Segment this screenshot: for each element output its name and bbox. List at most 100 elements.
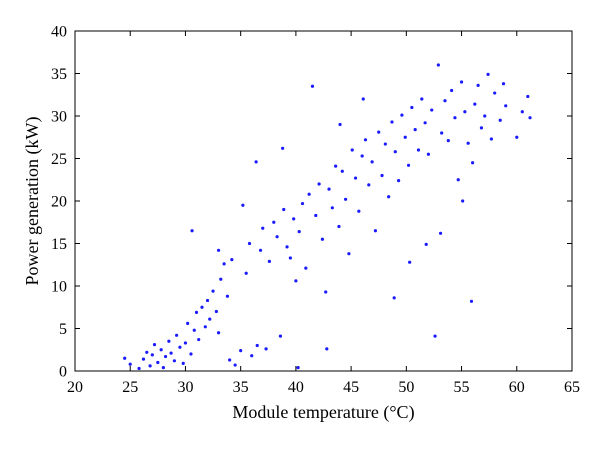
data-point [483,114,487,118]
data-point [433,334,437,338]
data-point [436,63,440,67]
data-point [387,195,391,199]
ticks-layer: 20 25 30 35 40 45 50 55 60 65 0 5 10 15 20 25 30 35 40 [51,24,580,397]
data-point [282,207,286,212]
data-point [469,299,474,303]
data-point [515,135,519,139]
data-point [137,366,141,371]
data-point [192,328,196,332]
data-point [383,142,387,146]
data-point [504,104,508,108]
data-point [175,333,179,337]
data-point [141,357,146,361]
data-point [377,130,381,134]
data-point [123,356,127,360]
x-axis-label: Module temperature (°C) [232,402,414,423]
data-point [288,256,292,260]
data-point [373,229,378,233]
data-point [161,366,165,370]
data-point [314,213,318,218]
data-point [324,290,328,294]
data-point [239,349,243,353]
data-point [230,258,234,262]
data-point [167,339,171,343]
data-point [228,358,232,362]
data-point [281,146,285,150]
data-point [190,229,194,233]
data-point [430,108,434,112]
data-point [205,298,210,303]
x-tick-label: 20 [67,379,83,396]
data-point [275,235,279,239]
data-point [216,331,221,335]
data-point [473,102,477,106]
data-point [272,220,276,224]
data-point [360,154,364,158]
data-point [159,348,163,352]
data-point [520,110,524,114]
data-point [416,148,421,152]
data-point [463,110,467,114]
data-point [426,152,431,156]
data-point [440,131,444,135]
data-point [476,83,480,87]
data-point [244,271,248,275]
data-point [216,248,221,252]
data-point [438,231,443,235]
data-point [450,88,454,93]
data-point [466,141,470,145]
y-tick-label: 35 [51,66,67,83]
y-tick-label: 0 [59,364,67,381]
x-tick-label: 65 [564,379,580,396]
data-point [128,362,132,366]
data-point [267,259,271,263]
data-point [459,80,464,84]
data-point [214,309,218,314]
data-point [211,289,215,293]
points-layer [123,63,532,371]
data-point [264,347,268,351]
data-point [296,366,300,370]
x-tick-label: 55 [454,379,470,396]
data-point [363,138,368,142]
data-point [148,364,152,368]
y-tick-label: 25 [51,151,67,168]
data-point [406,163,411,167]
data-point [479,126,484,130]
y-tick-label: 15 [51,236,67,253]
data-point [208,317,212,321]
data-point [152,343,157,347]
data-point [163,354,168,359]
data-point [410,105,414,110]
data-point [501,82,506,86]
data-point [169,351,173,355]
data-point [370,160,374,164]
data-point [294,279,298,283]
y-tick-label: 5 [59,321,67,338]
data-point [403,135,407,139]
data-point [297,230,301,234]
data-point [247,241,252,246]
data-point [225,294,230,298]
x-tick-label: 60 [509,379,525,396]
data-point [420,97,424,101]
data-point [189,352,193,356]
data-point [338,122,342,127]
y-tick-label: 20 [51,194,67,211]
data-point [489,137,493,141]
data-point [330,206,334,210]
x-tick-label: 30 [177,379,193,396]
data-point [258,248,263,252]
data-point [343,197,348,201]
data-point [443,99,447,103]
data-point [528,116,532,120]
x-tick-label: 50 [398,379,414,396]
data-point [194,310,199,314]
data-point [145,350,149,354]
data-point [423,121,427,125]
data-point [300,201,305,206]
data-point [261,226,265,230]
data-point [424,242,428,246]
y-tick-label: 30 [51,109,67,126]
